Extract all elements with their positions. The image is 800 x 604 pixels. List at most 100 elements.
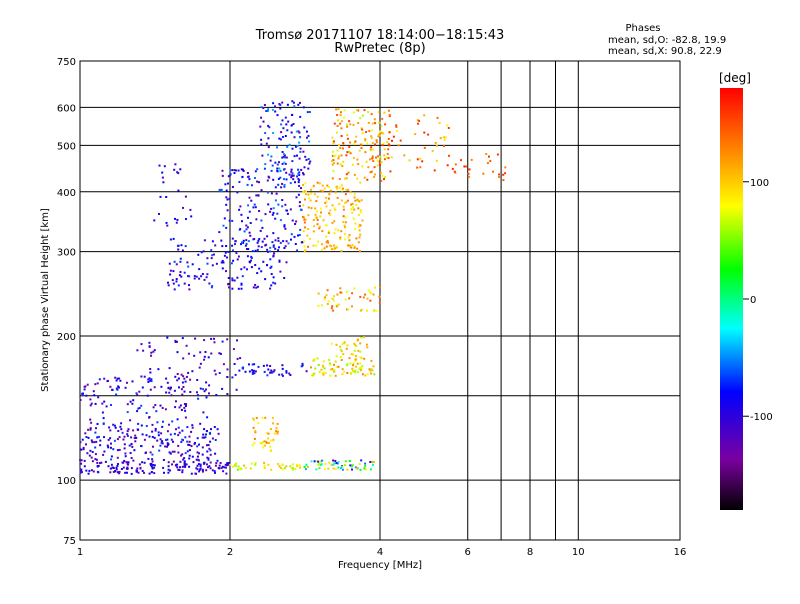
data-point bbox=[254, 206, 257, 209]
data-point bbox=[281, 373, 284, 376]
data-point bbox=[321, 364, 324, 367]
data-point bbox=[348, 239, 351, 242]
data-point bbox=[353, 143, 356, 146]
data-point bbox=[337, 229, 340, 232]
data-point bbox=[179, 404, 182, 407]
data-point bbox=[330, 463, 333, 466]
data-point bbox=[353, 193, 356, 196]
data-point bbox=[191, 263, 194, 266]
data-point bbox=[339, 287, 342, 290]
data-point bbox=[172, 282, 175, 285]
data-point bbox=[208, 384, 211, 387]
data-point bbox=[224, 466, 227, 469]
data-point bbox=[388, 113, 391, 116]
data-point bbox=[334, 460, 337, 462]
data-point bbox=[241, 175, 244, 178]
data-point bbox=[112, 448, 115, 451]
data-point bbox=[283, 247, 286, 249]
data-point bbox=[272, 370, 275, 373]
data-point bbox=[225, 189, 228, 192]
data-point bbox=[321, 190, 324, 193]
data-point bbox=[331, 155, 334, 157]
data-point bbox=[166, 224, 169, 227]
data-point bbox=[247, 248, 250, 250]
data-point bbox=[359, 468, 362, 471]
data-point bbox=[120, 422, 123, 425]
data-point bbox=[272, 254, 275, 257]
data-point bbox=[165, 221, 168, 224]
data-point bbox=[237, 169, 240, 172]
data-point bbox=[277, 203, 280, 206]
data-point bbox=[357, 122, 360, 124]
data-point bbox=[150, 462, 153, 465]
data-point bbox=[176, 218, 179, 221]
data-point bbox=[344, 201, 347, 204]
data-point bbox=[181, 381, 184, 384]
data-point bbox=[349, 141, 352, 144]
data-point bbox=[233, 279, 236, 282]
data-point bbox=[292, 178, 295, 181]
data-point bbox=[277, 183, 280, 186]
data-point bbox=[181, 453, 184, 456]
data-point bbox=[334, 191, 337, 194]
data-point bbox=[107, 379, 109, 382]
data-point bbox=[177, 451, 180, 454]
data-point bbox=[211, 240, 214, 243]
data-point bbox=[87, 472, 90, 475]
data-point bbox=[439, 137, 442, 140]
data-point bbox=[327, 232, 330, 234]
data-point bbox=[468, 168, 471, 171]
data-point bbox=[94, 446, 97, 449]
data-point bbox=[248, 196, 251, 199]
data-point bbox=[170, 394, 173, 397]
data-point bbox=[177, 444, 180, 447]
data-point bbox=[496, 153, 499, 156]
data-point bbox=[276, 146, 278, 149]
data-point bbox=[341, 465, 344, 468]
data-point bbox=[352, 364, 354, 367]
data-point bbox=[388, 144, 391, 147]
data-point bbox=[276, 163, 279, 166]
data-point bbox=[260, 219, 263, 222]
data-point bbox=[206, 262, 209, 265]
data-point bbox=[290, 467, 293, 470]
data-point bbox=[340, 230, 343, 233]
data-point bbox=[149, 371, 152, 374]
data-point bbox=[241, 275, 244, 278]
data-point bbox=[331, 204, 334, 207]
data-point bbox=[260, 246, 263, 248]
data-point bbox=[282, 155, 285, 158]
data-point bbox=[242, 170, 245, 172]
data-point bbox=[116, 456, 119, 459]
data-point bbox=[282, 240, 285, 243]
data-point bbox=[280, 131, 283, 134]
data-point bbox=[177, 248, 180, 251]
data-point bbox=[243, 230, 246, 233]
data-point bbox=[289, 182, 292, 185]
data-point bbox=[220, 188, 223, 191]
data-point bbox=[360, 147, 363, 150]
data-point bbox=[180, 244, 183, 247]
data-point bbox=[375, 139, 378, 142]
data-point bbox=[251, 184, 253, 187]
data-point bbox=[365, 131, 368, 133]
data-point bbox=[184, 245, 187, 248]
data-point bbox=[238, 369, 241, 372]
data-point bbox=[348, 150, 351, 153]
data-point bbox=[101, 411, 104, 414]
data-point bbox=[253, 363, 256, 366]
data-point bbox=[123, 447, 126, 450]
data-point bbox=[302, 191, 305, 194]
data-point bbox=[232, 465, 235, 468]
data-point bbox=[367, 121, 370, 124]
data-point bbox=[180, 408, 183, 411]
data-point bbox=[285, 371, 288, 374]
data-point bbox=[151, 430, 154, 433]
data-point bbox=[174, 217, 176, 220]
data-point bbox=[336, 462, 339, 465]
data-point bbox=[379, 157, 382, 160]
data-point bbox=[306, 136, 308, 139]
data-point bbox=[336, 162, 339, 165]
data-point bbox=[222, 470, 225, 473]
data-point bbox=[134, 434, 137, 437]
